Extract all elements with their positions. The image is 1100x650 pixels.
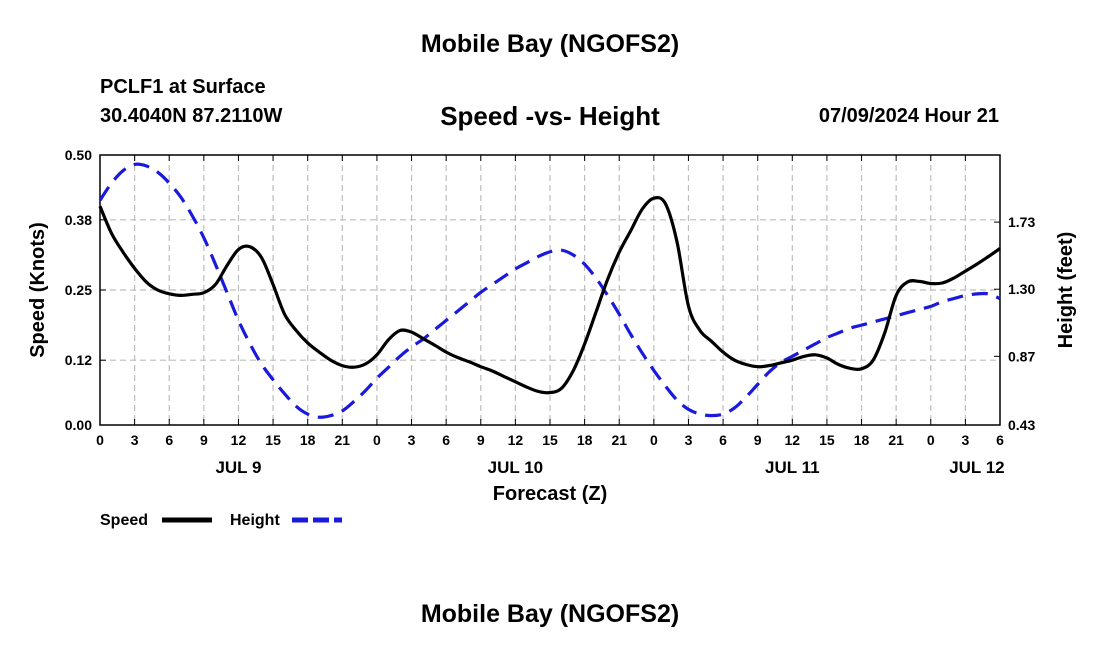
x-tick-label: 9: [200, 432, 208, 448]
station-coordinates: 30.4040N 87.2110W: [100, 105, 283, 127]
x-tick-label: 3: [408, 432, 416, 448]
x-tick-label: 6: [996, 432, 1004, 448]
x-date-label: JUL 9: [215, 458, 261, 477]
x-tick-label: 15: [265, 432, 281, 448]
y2-tick-label: 0.43: [1008, 417, 1035, 433]
x-tick-label: 21: [611, 432, 627, 448]
x-tick-label: 0: [373, 432, 381, 448]
x-tick-label: 9: [754, 432, 762, 448]
y-tick-label: 0.25: [65, 282, 92, 298]
x-tick-label: 18: [300, 432, 316, 448]
x-tick-label: 0: [650, 432, 658, 448]
y2-axis-title: Height (feet): [1055, 232, 1077, 349]
series-height-line: [98, 162, 1001, 419]
series-speed-line: [98, 196, 1001, 395]
x-tick-label: 21: [888, 432, 904, 448]
y2-tick-label: 1.73: [1008, 214, 1035, 230]
chart-title: Speed -vs- Height: [440, 101, 660, 131]
x-tick-label: 9: [477, 432, 485, 448]
top-title: Mobile Bay (NGOFS2): [420, 30, 680, 58]
y2-tick-label: 0.87: [1008, 348, 1035, 364]
y-tick-label: 0.00: [65, 417, 92, 433]
x-tick-label: 12: [785, 432, 801, 448]
x-axis-title: Forecast (Z): [493, 483, 607, 505]
station-name: PCLF1 at Surface: [100, 76, 266, 98]
x-tick-label: 15: [819, 432, 835, 448]
x-tick-label: 12: [231, 432, 247, 448]
x-tick-label: 6: [719, 432, 727, 448]
x-tick-label: 3: [131, 432, 139, 448]
x-tick-label: 0: [96, 432, 104, 448]
series-layer: [98, 162, 1001, 419]
legend-height-label: Height: [230, 512, 280, 529]
y-tick-label: 0.50: [65, 147, 92, 163]
x-date-label: JUL 10: [488, 458, 543, 477]
legend: Speed Height: [100, 512, 342, 529]
legend-speed-label: Speed: [100, 512, 148, 529]
y-axis-title: Speed (Knots): [27, 222, 49, 358]
bottom-title: Mobile Bay (NGOFS2): [420, 600, 680, 628]
x-tick-label: 3: [685, 432, 693, 448]
grid-lines: [100, 155, 1000, 425]
x-tick-label: 6: [165, 432, 173, 448]
forecast-datetime: 07/09/2024 Hour 21: [818, 105, 999, 127]
x-tick-label: 18: [854, 432, 870, 448]
y-tick-label: 0.12: [65, 352, 92, 368]
x-tick-label: 21: [335, 432, 351, 448]
x-tick-label: 6: [442, 432, 450, 448]
x-date-label: JUL 11: [765, 458, 820, 477]
x-tick-label: 15: [542, 432, 558, 448]
x-tick-label: 0: [927, 432, 935, 448]
y-tick-label: 0.38: [65, 212, 92, 228]
x-tick-label: 18: [577, 432, 593, 448]
x-tick-label: 12: [508, 432, 524, 448]
x-tick-label: 3: [961, 432, 969, 448]
x-date-label: JUL 12: [949, 458, 1004, 477]
y2-tick-label: 1.30: [1008, 281, 1035, 297]
